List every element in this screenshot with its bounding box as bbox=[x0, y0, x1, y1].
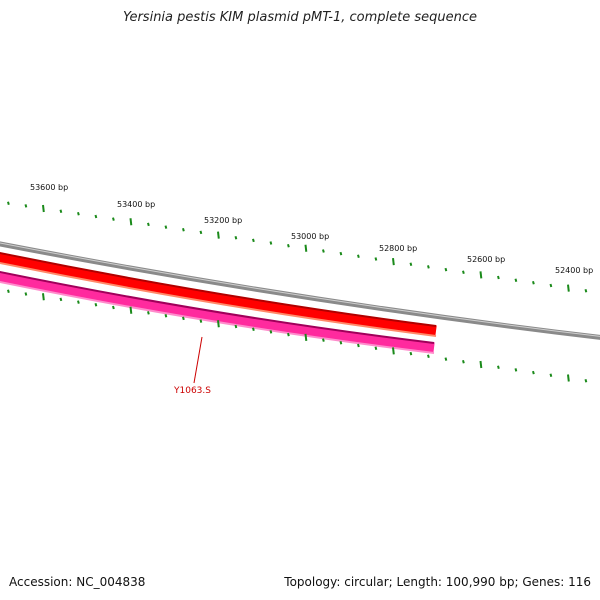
reverse-gene-arc-shadow bbox=[0, 270, 435, 344]
inner-scale-tick bbox=[252, 327, 255, 331]
outer-scale-tick bbox=[497, 275, 500, 280]
forward-gene-arc-light bbox=[0, 261, 437, 337]
outer-scale-tick bbox=[584, 289, 588, 293]
inner-scale-tick bbox=[234, 324, 238, 329]
inner-scale-tick bbox=[392, 347, 395, 355]
inner-scale-tick bbox=[479, 360, 483, 369]
outer-scale-ticks bbox=[7, 201, 588, 293]
outer-scale-tick bbox=[217, 231, 220, 239]
inner-scale-tick bbox=[287, 332, 290, 337]
outer-scale-tick bbox=[304, 244, 308, 252]
inner-scale-tick bbox=[549, 373, 553, 378]
outer-scale-tick bbox=[94, 214, 98, 219]
outer-scale-tick bbox=[199, 230, 203, 235]
inner-scale-tick bbox=[514, 368, 518, 372]
inner-scale-tick bbox=[427, 354, 430, 359]
inner-scale-tick bbox=[567, 374, 570, 382]
scale-label-53600: 53600 bp bbox=[30, 183, 68, 192]
outer-scale-tick bbox=[532, 281, 535, 285]
scale-label-52400: 52400 bp bbox=[555, 266, 593, 275]
outer-scale-tick bbox=[164, 225, 168, 229]
outer-scale-tick bbox=[59, 209, 63, 213]
inner-scale-tick bbox=[462, 360, 465, 364]
outer-scale-tick bbox=[42, 204, 45, 213]
outer-scale-tick bbox=[392, 257, 395, 266]
scale-label-53000: 53000 bp bbox=[291, 232, 329, 241]
inner-scale-tick bbox=[164, 313, 168, 318]
summary-text: Topology: circular; Length: 100,990 bp; … bbox=[284, 575, 591, 589]
outer-scale-tick bbox=[24, 204, 28, 208]
inner-scale-tick bbox=[182, 316, 185, 321]
outer-scale-tick bbox=[549, 283, 553, 288]
inner-scale-tick bbox=[532, 370, 535, 375]
inner-scale-tick bbox=[409, 351, 413, 356]
inner-scale-tick bbox=[304, 333, 308, 342]
inner-scale-tick bbox=[584, 379, 588, 383]
outer-scale-tick bbox=[77, 212, 80, 216]
inner-scale-tick bbox=[269, 330, 273, 334]
inner-scale-tick bbox=[217, 320, 220, 328]
forward-gene-arc-shadow bbox=[0, 251, 437, 327]
outer-scale-tick bbox=[479, 271, 483, 279]
outer-scale-tick bbox=[112, 217, 115, 221]
backbone-arc bbox=[0, 241, 600, 340]
outer-scale-tick bbox=[269, 241, 273, 245]
outer-scale-tick bbox=[427, 265, 430, 269]
inner-scale-tick bbox=[357, 343, 360, 348]
scale-label-52600: 52600 bp bbox=[467, 255, 505, 264]
outer-scale-tick bbox=[287, 243, 290, 248]
outer-scale-tick bbox=[444, 267, 448, 272]
scale-label-53200: 53200 bp bbox=[204, 216, 242, 225]
outer-scale-tick bbox=[567, 284, 570, 292]
outer-scale-tick bbox=[339, 251, 343, 256]
outer-scale-tick bbox=[182, 228, 185, 232]
forward-gene-arc[interactable] bbox=[0, 252, 437, 337]
outer-scale-tick bbox=[374, 257, 378, 261]
inner-scale-tick bbox=[24, 292, 28, 296]
inner-scale-tick bbox=[42, 293, 45, 301]
outer-scale-tick bbox=[252, 238, 255, 243]
inner-scale-tick bbox=[112, 305, 115, 310]
inner-scale-tick bbox=[7, 289, 10, 293]
outer-scale-tick bbox=[147, 222, 150, 227]
inner-scale-tick bbox=[374, 346, 378, 350]
outer-scale-tick bbox=[129, 218, 133, 226]
inner-scale-tick bbox=[322, 338, 325, 342]
outer-scale-tick bbox=[234, 235, 238, 240]
inner-scale-tick bbox=[129, 306, 133, 314]
inner-scale-tick bbox=[94, 303, 98, 307]
accession-text: Accession: NC_004838 bbox=[9, 575, 146, 589]
inner-scale-tick bbox=[199, 319, 203, 323]
inner-scale-tick bbox=[147, 311, 150, 315]
inner-scale-tick bbox=[59, 297, 63, 302]
gene-label-leader bbox=[193, 336, 203, 384]
gene-label[interactable]: Y1063.S bbox=[173, 386, 211, 396]
outer-scale-tick bbox=[322, 249, 325, 253]
inner-scale-ticks bbox=[7, 289, 588, 383]
reverse-gene-arc[interactable] bbox=[0, 271, 435, 354]
scale-label-53400: 53400 bp bbox=[117, 200, 155, 209]
outer-scale-tick bbox=[462, 270, 465, 274]
map-title: Yersinia pestis KIM plasmid pMT-1, compl… bbox=[122, 10, 478, 25]
inner-scale-tick bbox=[339, 341, 343, 345]
outer-scale-tick bbox=[409, 262, 413, 267]
outer-scale-tick bbox=[514, 278, 518, 282]
outer-scale-tick bbox=[7, 201, 10, 205]
backbone-arc-highlight bbox=[0, 242, 600, 337]
inner-scale-tick bbox=[444, 357, 448, 361]
outer-scale-tick bbox=[357, 254, 360, 259]
scale-label-52800: 52800 bp bbox=[379, 244, 417, 253]
inner-scale-tick bbox=[77, 300, 80, 304]
inner-scale-tick bbox=[497, 365, 500, 369]
